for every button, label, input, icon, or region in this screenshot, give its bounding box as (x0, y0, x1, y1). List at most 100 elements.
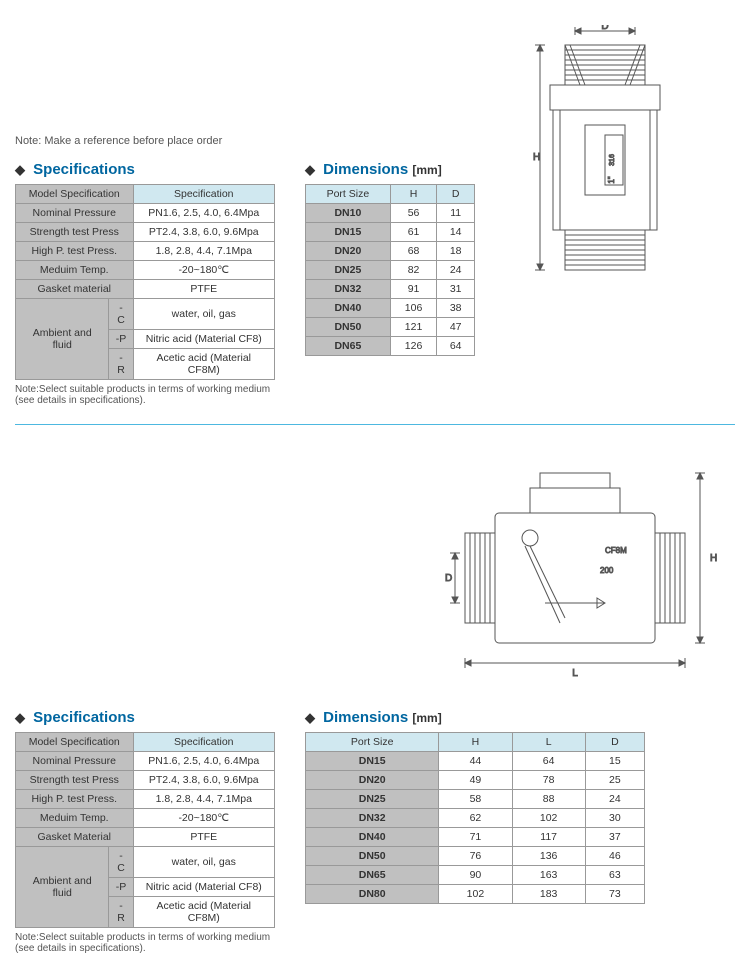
svg-text:H: H (710, 553, 717, 564)
spec-label: Gasket Material (16, 828, 134, 847)
dim-value: 64 (512, 752, 585, 771)
dim-value: 46 (585, 847, 644, 866)
dim-value: 24 (437, 261, 475, 280)
ambient-code: -P (109, 878, 133, 897)
spec-value: PTFE (133, 280, 274, 299)
ambient-code: -C (109, 847, 133, 878)
spec-label: Nominal Pressure (16, 204, 134, 223)
dim-value: 82 (390, 261, 437, 280)
port-size: DN32 (306, 809, 439, 828)
ambient-value: Acetic acid (Material CF8M) (133, 349, 274, 380)
port-size: DN32 (306, 280, 391, 299)
dim-value: 37 (585, 828, 644, 847)
dim-value: 25 (585, 771, 644, 790)
dim-value: 38 (437, 299, 475, 318)
port-size: DN65 (306, 337, 391, 356)
diagram-1: 1" 316 D (505, 25, 735, 305)
ambient-code: -R (109, 349, 133, 380)
dim-value: 58 (439, 790, 512, 809)
ambient-label: Ambient and fluid (16, 299, 109, 380)
spec-value: PTFE (133, 828, 274, 847)
dim-value: 31 (437, 280, 475, 299)
svg-text:1": 1" (607, 176, 616, 183)
ambient-value: water, oil, gas (133, 299, 274, 330)
dim-value: 102 (439, 885, 512, 904)
dim-value: 18 (437, 242, 475, 261)
port-size: DN40 (306, 299, 391, 318)
diamond-icon: ◆ (15, 162, 25, 177)
spec-label: Gasket material (16, 280, 134, 299)
dim-value: 11 (437, 204, 475, 223)
dim-value: 106 (390, 299, 437, 318)
footnote-2: Note:Select suitable products in terms o… (15, 932, 275, 954)
spec-title-1: ◆ Specifications (15, 161, 275, 178)
dim-value: 136 (512, 847, 585, 866)
ambient-label: Ambient and fluid (16, 847, 109, 928)
dim-value: 71 (439, 828, 512, 847)
dim-value: 15 (585, 752, 644, 771)
port-size: DN25 (306, 790, 439, 809)
spec-value: 1.8, 2.8, 4.4, 7.1Mpa (133, 790, 274, 809)
port-size-header: Port Size (306, 733, 439, 752)
svg-text:L: L (572, 668, 578, 679)
dim-value: 63 (585, 866, 644, 885)
dim-value: 163 (512, 866, 585, 885)
dim-value: 183 (512, 885, 585, 904)
dim-value: 68 (390, 242, 437, 261)
spec-title-2: ◆ Specifications (15, 709, 275, 726)
spec-value: 1.8, 2.8, 4.4, 7.1Mpa (133, 242, 274, 261)
port-size: DN20 (306, 242, 391, 261)
dim-value: 91 (390, 280, 437, 299)
dim-value: 88 (512, 790, 585, 809)
spec-value: PT2.4, 3.8, 6.0, 9.6Mpa (133, 771, 274, 790)
dim-col-header: D (437, 185, 475, 204)
spec-header: Specification (133, 733, 274, 752)
spec-table-1: Model Specification Specification Nomina… (15, 184, 275, 380)
diamond-icon: ◆ (15, 710, 25, 725)
spec-value: -20~180℃ (133, 261, 274, 280)
dim-value: 30 (585, 809, 644, 828)
ambient-value: water, oil, gas (133, 847, 274, 878)
diagram-2: CF8M 200 L H (435, 443, 735, 693)
dim-title-1: ◆ Dimensions [mm] (305, 161, 475, 178)
dim-value: 78 (512, 771, 585, 790)
dim-value: 102 (512, 809, 585, 828)
port-size: DN40 (306, 828, 439, 847)
port-size: DN65 (306, 866, 439, 885)
port-size: DN50 (306, 318, 391, 337)
model-spec-header: Model Specification (16, 185, 134, 204)
dim-value: 121 (390, 318, 437, 337)
port-size: DN25 (306, 261, 391, 280)
spec-label: Strength test Press (16, 771, 134, 790)
dim-value: 126 (390, 337, 437, 356)
dim-col-header: L (512, 733, 585, 752)
ambient-code: -C (109, 299, 133, 330)
port-size: DN20 (306, 771, 439, 790)
svg-text:H: H (533, 152, 540, 163)
spec-label: High P. test Press. (16, 242, 134, 261)
svg-text:316: 316 (609, 154, 616, 166)
port-size: DN15 (306, 752, 439, 771)
port-size: DN15 (306, 223, 391, 242)
spec-table-2: Model Specification Specification Nomina… (15, 732, 275, 928)
svg-text:D: D (445, 573, 452, 584)
dim-col-header: D (585, 733, 644, 752)
dim-value: 49 (439, 771, 512, 790)
dim-value: 73 (585, 885, 644, 904)
dim-col-header: H (390, 185, 437, 204)
dim-col-header: H (439, 733, 512, 752)
spec-label: Meduim Temp. (16, 261, 134, 280)
spec-label: Meduim Temp. (16, 809, 134, 828)
dim-value: 61 (390, 223, 437, 242)
diamond-icon: ◆ (305, 162, 315, 177)
dim-title-2: ◆ Dimensions [mm] (305, 709, 645, 726)
svg-text:D: D (601, 25, 608, 32)
dim-value: 117 (512, 828, 585, 847)
port-size: DN50 (306, 847, 439, 866)
spec-value: PN1.6, 2.5, 4.0, 6.4Mpa (133, 752, 274, 771)
spec-value: -20~180℃ (133, 809, 274, 828)
spec-label: High P. test Press. (16, 790, 134, 809)
ambient-value: Nitric acid (Material CF8) (133, 330, 274, 349)
dim-value: 56 (390, 204, 437, 223)
dim-table-1: Port SizeHDDN105611DN156114DN206818DN258… (305, 184, 475, 356)
